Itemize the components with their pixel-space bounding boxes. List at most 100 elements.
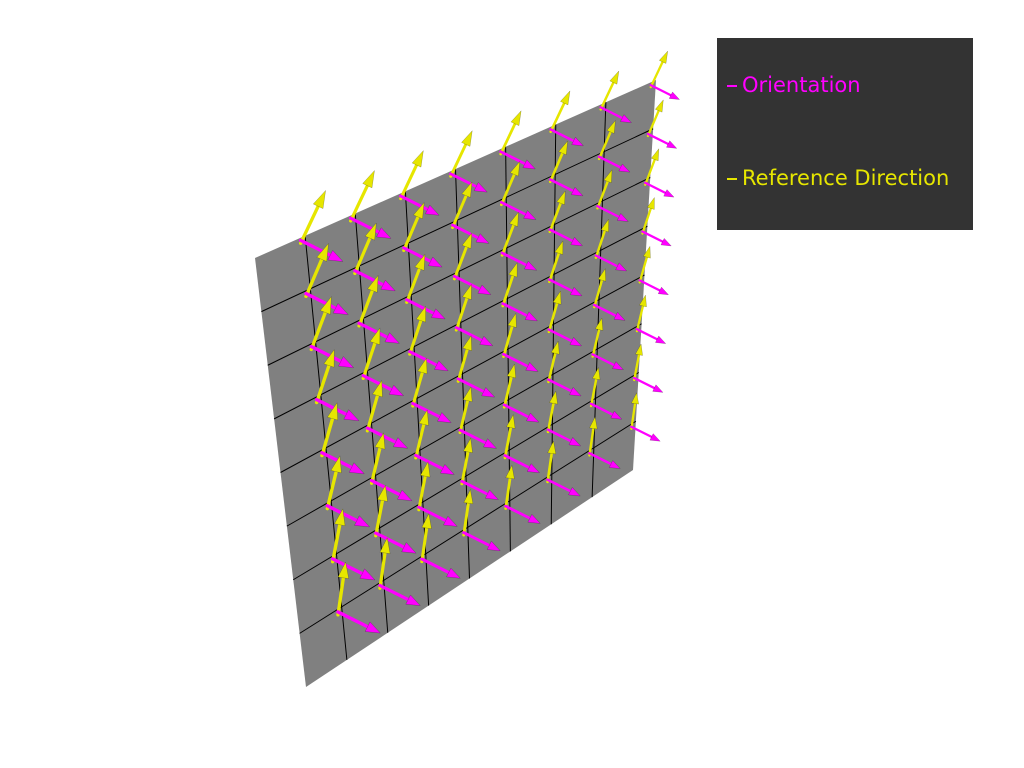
reference-arrow-head bbox=[635, 343, 643, 356]
orientation-arrow-head bbox=[527, 513, 541, 524]
reference-arrow-shaft bbox=[449, 142, 468, 178]
orientation-arrow-head bbox=[446, 567, 461, 579]
reference-arrow-shaft bbox=[502, 375, 513, 409]
reference-arrow-shaft bbox=[644, 158, 656, 186]
reference-arrow-shaft bbox=[546, 452, 554, 484]
orientation-arrow-shaft bbox=[452, 274, 482, 291]
grid-line bbox=[591, 102, 607, 498]
reference-arrow-shaft bbox=[500, 223, 515, 257]
orientation-arrow-shaft bbox=[500, 251, 528, 267]
reference-arrow-shaft bbox=[504, 476, 512, 510]
reference-arrow-shaft bbox=[500, 173, 516, 207]
grid-line bbox=[299, 420, 637, 634]
reference-arrow-shaft bbox=[456, 347, 469, 383]
orientation-arrow-shaft bbox=[548, 228, 574, 243]
reference-arrow-shaft bbox=[452, 245, 468, 281]
reference-arrow-shaft bbox=[349, 184, 369, 223]
reference-arrow-head bbox=[509, 211, 519, 227]
orientation-arrow-head bbox=[570, 236, 584, 247]
orientation-arrow-head bbox=[525, 361, 539, 372]
orientation-arrow-shaft bbox=[414, 453, 445, 471]
reference-arrow-head bbox=[326, 401, 338, 421]
orientation-arrow-shaft bbox=[546, 478, 572, 493]
orientation-arrow-head bbox=[434, 360, 449, 372]
orientation-arrow-shaft bbox=[589, 402, 614, 416]
orientation-arrow-head bbox=[440, 463, 455, 475]
orientation-arrow-head bbox=[397, 489, 413, 502]
reference-arrow-shaft bbox=[414, 422, 426, 460]
reference-arrow-head bbox=[510, 110, 522, 127]
reference-arrow-shaft bbox=[646, 109, 660, 138]
orientation-arrow-head bbox=[479, 335, 494, 347]
orientation-arrow-head bbox=[359, 568, 376, 581]
orientation-arrow-shaft bbox=[408, 350, 439, 367]
orientation-arrow-shaft bbox=[378, 583, 410, 602]
orientation-arrow-head bbox=[613, 311, 626, 321]
grid-line bbox=[292, 372, 640, 581]
reference-arrow-shaft bbox=[417, 474, 427, 512]
reference-arrow-head bbox=[549, 390, 558, 405]
reference-arrow-head bbox=[550, 340, 560, 355]
orientation-arrow-shaft bbox=[417, 505, 448, 523]
reference-arrow-shaft bbox=[593, 278, 604, 309]
orientation-arrow-shaft bbox=[594, 254, 619, 268]
reference-arrow-head bbox=[316, 242, 329, 262]
reference-arrow-head bbox=[319, 295, 332, 315]
reference-arrow-shaft bbox=[420, 526, 429, 564]
reference-arrow-head bbox=[461, 181, 473, 198]
orientation-arrow-shaft bbox=[405, 298, 436, 315]
legend-label: Orientation bbox=[742, 73, 861, 97]
reference-arrow-head bbox=[417, 357, 428, 375]
orientation-arrow-shaft bbox=[361, 374, 394, 392]
reference-arrow-head bbox=[377, 484, 388, 502]
reference-arrow-head bbox=[547, 440, 557, 455]
reference-arrow-head bbox=[646, 196, 655, 210]
orientation-arrow-shaft bbox=[630, 425, 653, 439]
reference-arrow-shaft bbox=[378, 551, 387, 590]
orientation-arrow-head bbox=[343, 409, 360, 422]
reference-arrow-head bbox=[638, 294, 647, 308]
reference-arrow-head bbox=[461, 129, 473, 147]
reference-arrow-shaft bbox=[309, 310, 328, 352]
reference-arrow-shaft bbox=[548, 151, 564, 184]
orientation-arrow-head bbox=[486, 540, 501, 552]
reference-arrow-shaft bbox=[357, 289, 375, 328]
orientation-arrow-head bbox=[616, 212, 629, 222]
orientation-arrow-shaft bbox=[411, 401, 442, 419]
reference-arrow-head bbox=[421, 512, 432, 530]
orientation-arrow-shaft bbox=[635, 328, 659, 341]
reference-arrow-shaft bbox=[635, 304, 645, 333]
orientation-arrow-shaft bbox=[546, 428, 573, 443]
reference-arrow-head bbox=[418, 409, 429, 426]
reference-arrow-head bbox=[594, 317, 604, 331]
orientation-arrow-head bbox=[568, 436, 582, 447]
arrows bbox=[298, 50, 681, 634]
orientation-arrow-shaft bbox=[596, 204, 621, 219]
reference-arrow-head bbox=[337, 561, 349, 579]
reference-arrow-head bbox=[507, 312, 517, 328]
orientation-arrow-head bbox=[568, 486, 581, 497]
orientation-arrow-shaft bbox=[641, 230, 664, 243]
orientation-arrow-head bbox=[354, 515, 371, 528]
reference-arrow-shaft bbox=[353, 236, 372, 276]
orientation-arrow-shaft bbox=[456, 377, 486, 394]
reference-arrow-shaft bbox=[458, 399, 470, 435]
orientation-arrow-shaft bbox=[451, 223, 480, 240]
orientation-arrow-head bbox=[483, 438, 498, 449]
orientation-arrow-shaft bbox=[547, 328, 574, 343]
reference-arrow-shaft bbox=[547, 301, 559, 334]
reference-arrow-shaft bbox=[633, 353, 641, 382]
reference-arrow-shaft bbox=[399, 163, 419, 201]
orientation-arrow-head bbox=[652, 384, 664, 393]
orientation-arrow-head bbox=[569, 386, 582, 397]
orientation-arrow-shaft bbox=[588, 452, 613, 466]
orientation-arrow-head bbox=[571, 136, 584, 147]
reference-arrow-head bbox=[506, 413, 516, 429]
reference-arrow-head bbox=[506, 363, 517, 379]
orientation-arrow-head bbox=[338, 356, 355, 369]
orientation-arrow-shaft bbox=[330, 557, 364, 576]
reference-arrow-shaft bbox=[548, 251, 561, 284]
reference-arrow-shaft bbox=[597, 130, 612, 161]
orientation-arrow-head bbox=[481, 387, 496, 398]
